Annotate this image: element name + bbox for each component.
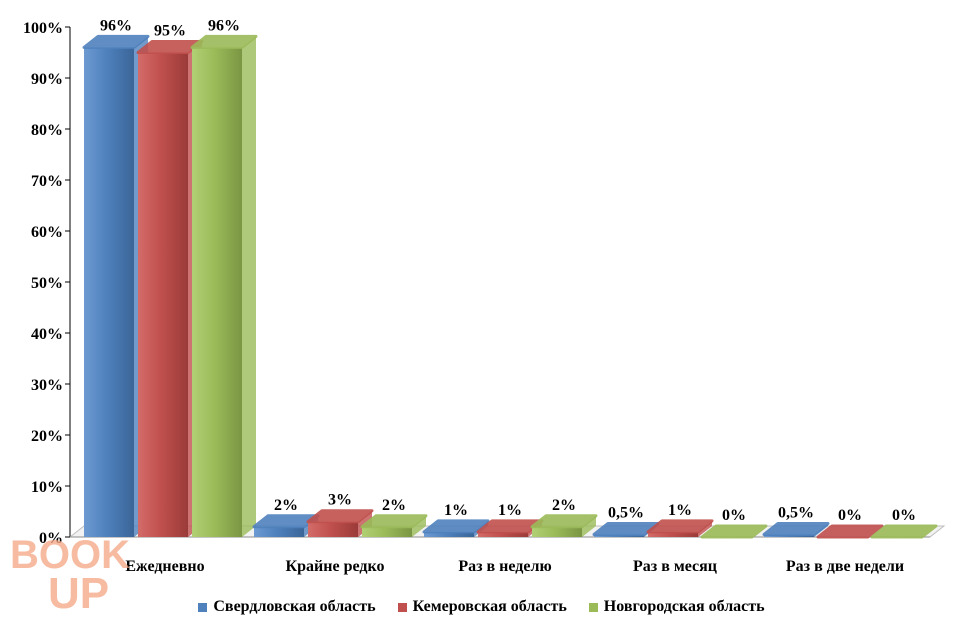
data-label: 2% xyxy=(382,497,406,514)
data-label: 1% xyxy=(668,502,692,519)
y-tick-label: 50% xyxy=(31,275,63,292)
bar-front xyxy=(254,526,304,537)
legend-item-novgorod: Новгородская область xyxy=(588,596,765,618)
legend-swatch-novgorod xyxy=(588,602,598,612)
bar-top xyxy=(816,524,884,539)
data-label: 1% xyxy=(498,502,522,519)
bar-top xyxy=(306,509,374,524)
y-tick-label: 80% xyxy=(31,122,63,139)
bar xyxy=(360,514,428,537)
bar-top xyxy=(360,514,428,529)
data-label: 3% xyxy=(328,492,352,509)
bar xyxy=(762,521,830,537)
bar-top xyxy=(762,521,830,536)
bar xyxy=(816,524,884,539)
x-category-label: Ежедневно xyxy=(125,558,204,575)
data-label: 0% xyxy=(892,507,916,524)
y-tick-label: 60% xyxy=(31,224,63,241)
bar xyxy=(646,519,714,537)
bar-front xyxy=(84,47,134,538)
legend-item-sverdlovsk: Свердловская область xyxy=(198,596,376,618)
x-category-label: Раз в месяц xyxy=(633,558,717,575)
legend-label-kemerovo: Кемеровская область xyxy=(412,598,567,615)
data-label: 0% xyxy=(722,507,746,524)
x-category-label: Раз в неделю xyxy=(458,558,551,575)
data-label: 2% xyxy=(274,497,298,514)
bar-top xyxy=(646,519,714,534)
y-tick-label: 0% xyxy=(39,530,63,547)
y-tick-label: 70% xyxy=(31,173,63,190)
svg-text:UP: UP xyxy=(48,569,109,610)
bar-front xyxy=(362,526,412,537)
bar-front xyxy=(424,531,474,537)
y-tick-label: 100% xyxy=(23,20,63,37)
bar-side xyxy=(412,515,426,537)
data-label: 0,5% xyxy=(778,504,814,521)
legend-label-novgorod: Новгородская область xyxy=(603,598,765,615)
y-tick-label: 90% xyxy=(31,71,63,88)
bar-top xyxy=(422,519,490,534)
bar-top xyxy=(700,524,768,539)
bookup-watermark-logo: BOOK UP xyxy=(10,533,130,610)
bar-top xyxy=(82,34,150,49)
data-label: 0,5% xyxy=(608,504,644,521)
data-label: 1% xyxy=(444,502,468,519)
bar-top xyxy=(190,34,258,49)
data-label: 96% xyxy=(208,17,240,34)
x-category-label: Раз в две недели xyxy=(786,558,904,575)
bar-front xyxy=(478,531,528,537)
bar-front xyxy=(532,526,582,537)
bar xyxy=(190,34,258,538)
legend-label-sverdlovsk: Свердловская область xyxy=(213,598,376,615)
data-label: 0% xyxy=(838,507,862,524)
bar-front xyxy=(648,531,698,537)
data-label: 95% xyxy=(154,23,186,40)
svg-text:BOOK: BOOK xyxy=(10,533,130,577)
data-label: 2% xyxy=(552,497,576,514)
bar-top xyxy=(870,524,938,539)
labels-layer: 96% 95% 96% 2% 3% 2% 1% 1% 2% 0,5% 1% 0% 0,5% 0% 0% xyxy=(100,17,916,524)
data-label: 96% xyxy=(100,17,132,34)
legend-swatch-kemerovo xyxy=(397,602,407,612)
x-category-label: Крайне редко xyxy=(286,558,385,575)
bar xyxy=(82,34,150,538)
legend-swatch-sverdlovsk xyxy=(198,602,208,612)
y-tick-label: 40% xyxy=(31,326,63,343)
bar-front xyxy=(192,47,242,538)
bar-front xyxy=(138,52,188,537)
bar xyxy=(870,524,938,539)
legend: Свердловская область Кемеровская область… xyxy=(0,596,963,618)
legend-item-kemerovo: Кемеровская область xyxy=(397,596,567,618)
bars-layer xyxy=(82,34,938,539)
y-tick-label: 20% xyxy=(31,428,63,445)
bar-side xyxy=(582,515,596,537)
y-tick-label: 10% xyxy=(31,479,63,496)
bar xyxy=(530,514,598,537)
bar-front xyxy=(308,521,358,537)
bar-side xyxy=(242,36,256,538)
bar-top xyxy=(530,514,598,529)
bar xyxy=(700,524,768,539)
y-tick-label: 30% xyxy=(31,377,63,394)
